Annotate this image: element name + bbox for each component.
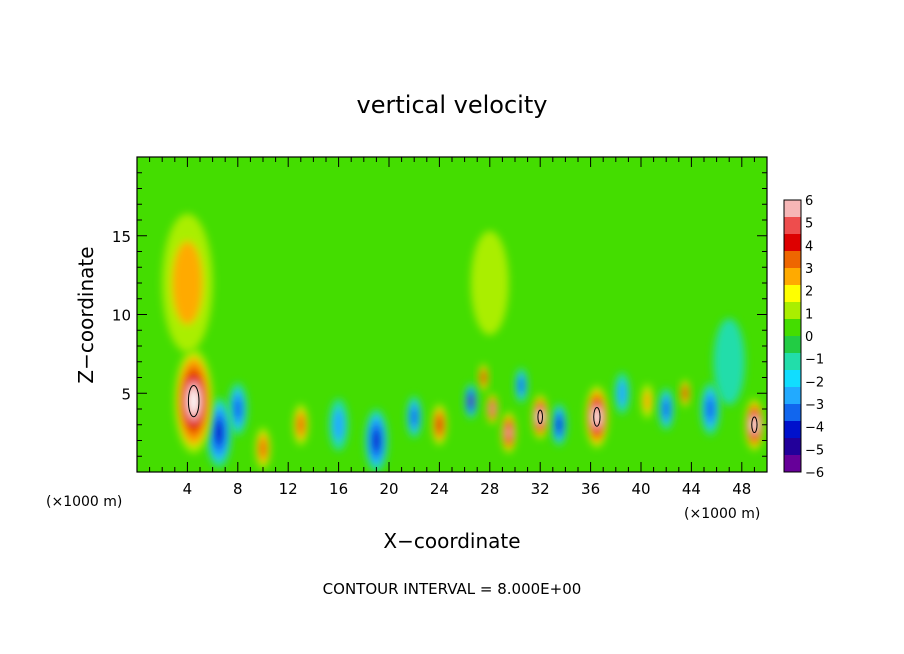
- colorbar-segment: [784, 353, 801, 371]
- velocity-cell: [486, 393, 498, 425]
- velocity-cell: [478, 363, 489, 392]
- velocity-cell: [614, 372, 630, 415]
- x-tick-label: 12: [279, 480, 298, 498]
- velocity-cell: [551, 403, 567, 446]
- contour-plot-panel: [136, 156, 768, 473]
- velocity-cell: [293, 403, 309, 446]
- colorbar-segment: [784, 370, 801, 388]
- velocity-cell: [406, 396, 422, 438]
- colorbar-segment: [784, 319, 801, 337]
- colorbar-segment: [784, 285, 801, 303]
- x-tick-label: 32: [531, 480, 550, 498]
- x-axis-label: X−coordinate: [383, 529, 520, 553]
- velocity-cell: [470, 231, 509, 335]
- velocity-cell: [464, 383, 478, 419]
- colorbar-tick-label: −5: [805, 443, 824, 458]
- velocity-cell: [365, 409, 388, 472]
- x-tick-label: 24: [430, 480, 449, 498]
- velocity-cell: [228, 383, 248, 435]
- chart-title: vertical velocity: [357, 91, 548, 119]
- colorbar-segment: [784, 200, 801, 218]
- velocity-cell: [680, 379, 691, 408]
- x-tick-label: 40: [631, 480, 650, 498]
- x-tick-label: 44: [682, 480, 701, 498]
- colorbar-segment: [784, 217, 801, 235]
- velocity-cell: [501, 411, 517, 454]
- x-axis-ticks: 4 8 12 16 20 24 28 32 36 40 44 48: [149, 157, 755, 498]
- colorbar-segment: [784, 421, 801, 439]
- colorbar-tick-label: 4: [805, 239, 813, 254]
- colorbar-segment: [784, 234, 801, 252]
- colorbar-segment: [784, 438, 801, 456]
- x-tick-label: 36: [581, 480, 600, 498]
- velocity-cell: [585, 385, 609, 449]
- colorbar-tick-label: −3: [805, 398, 824, 413]
- velocity-cell: [532, 394, 549, 440]
- y-axis-label: Z−coordinate: [74, 246, 98, 383]
- colorbar-tick-label: 0: [805, 330, 813, 345]
- contour-line: [187, 385, 200, 418]
- colorbar-segment: [784, 268, 801, 286]
- velocity-cell: [700, 383, 720, 435]
- colorbar-segment: [784, 455, 801, 473]
- colorbar-segment: [784, 404, 801, 422]
- colorbar-tick-label: −4: [805, 421, 824, 436]
- contour-line: [751, 416, 758, 434]
- colorbar-tick-label: 6: [805, 194, 813, 209]
- colorbar-tick-label: 1: [805, 307, 813, 322]
- velocity-cell: [713, 318, 745, 406]
- colorbar-tick-label: −1: [805, 353, 824, 368]
- velocity-cell: [515, 368, 528, 403]
- velocity-cell: [641, 383, 654, 419]
- velocity-cell: [658, 388, 674, 430]
- y-tick-label: 15: [112, 228, 131, 246]
- velocity-cell: [329, 398, 349, 451]
- velocity-cell: [174, 349, 213, 454]
- colorbar-tick-label: 3: [805, 262, 813, 277]
- velocity-cell: [744, 398, 764, 451]
- colorbar-tick-label: 2: [805, 285, 813, 300]
- colorbar-tick-label: 5: [805, 217, 813, 232]
- colorbar-segment: [784, 336, 801, 354]
- y-tick-label: 5: [121, 385, 131, 403]
- colorbar-tick-label: −2: [805, 375, 824, 390]
- colorbar-tick-label: −6: [805, 466, 824, 481]
- velocity-cell: [255, 427, 271, 470]
- x-axis-unit: (×1000 m): [684, 506, 760, 522]
- x-tick-label: 4: [183, 480, 193, 498]
- contour-line: [593, 407, 601, 427]
- velocity-cell: [162, 213, 213, 353]
- colorbar-frame: [783, 199, 802, 473]
- x-tick-label: 20: [379, 480, 398, 498]
- colorbar: 6 5 4 3 2 1 0 −1 −2 −3 −4 −5 −6: [783, 194, 824, 481]
- velocity-cell: [431, 403, 447, 446]
- x-tick-label: 8: [233, 480, 243, 498]
- x-tick-label: 48: [732, 480, 751, 498]
- y-tick-label: 10: [112, 307, 131, 325]
- colorbar-segment: [784, 251, 801, 269]
- y-axis-ticks: 5 10 15: [112, 172, 767, 457]
- y-axis-unit: (×1000 m): [46, 494, 122, 510]
- x-tick-label: 28: [480, 480, 499, 498]
- velocity-cell: [206, 397, 232, 468]
- colorbar-segment: [784, 302, 801, 320]
- x-tick-label: 16: [329, 480, 348, 498]
- contour-interval-note: CONTOUR INTERVAL = 8.000E+00: [323, 580, 582, 598]
- contour-line: [537, 409, 543, 425]
- colorbar-segment: [784, 387, 801, 405]
